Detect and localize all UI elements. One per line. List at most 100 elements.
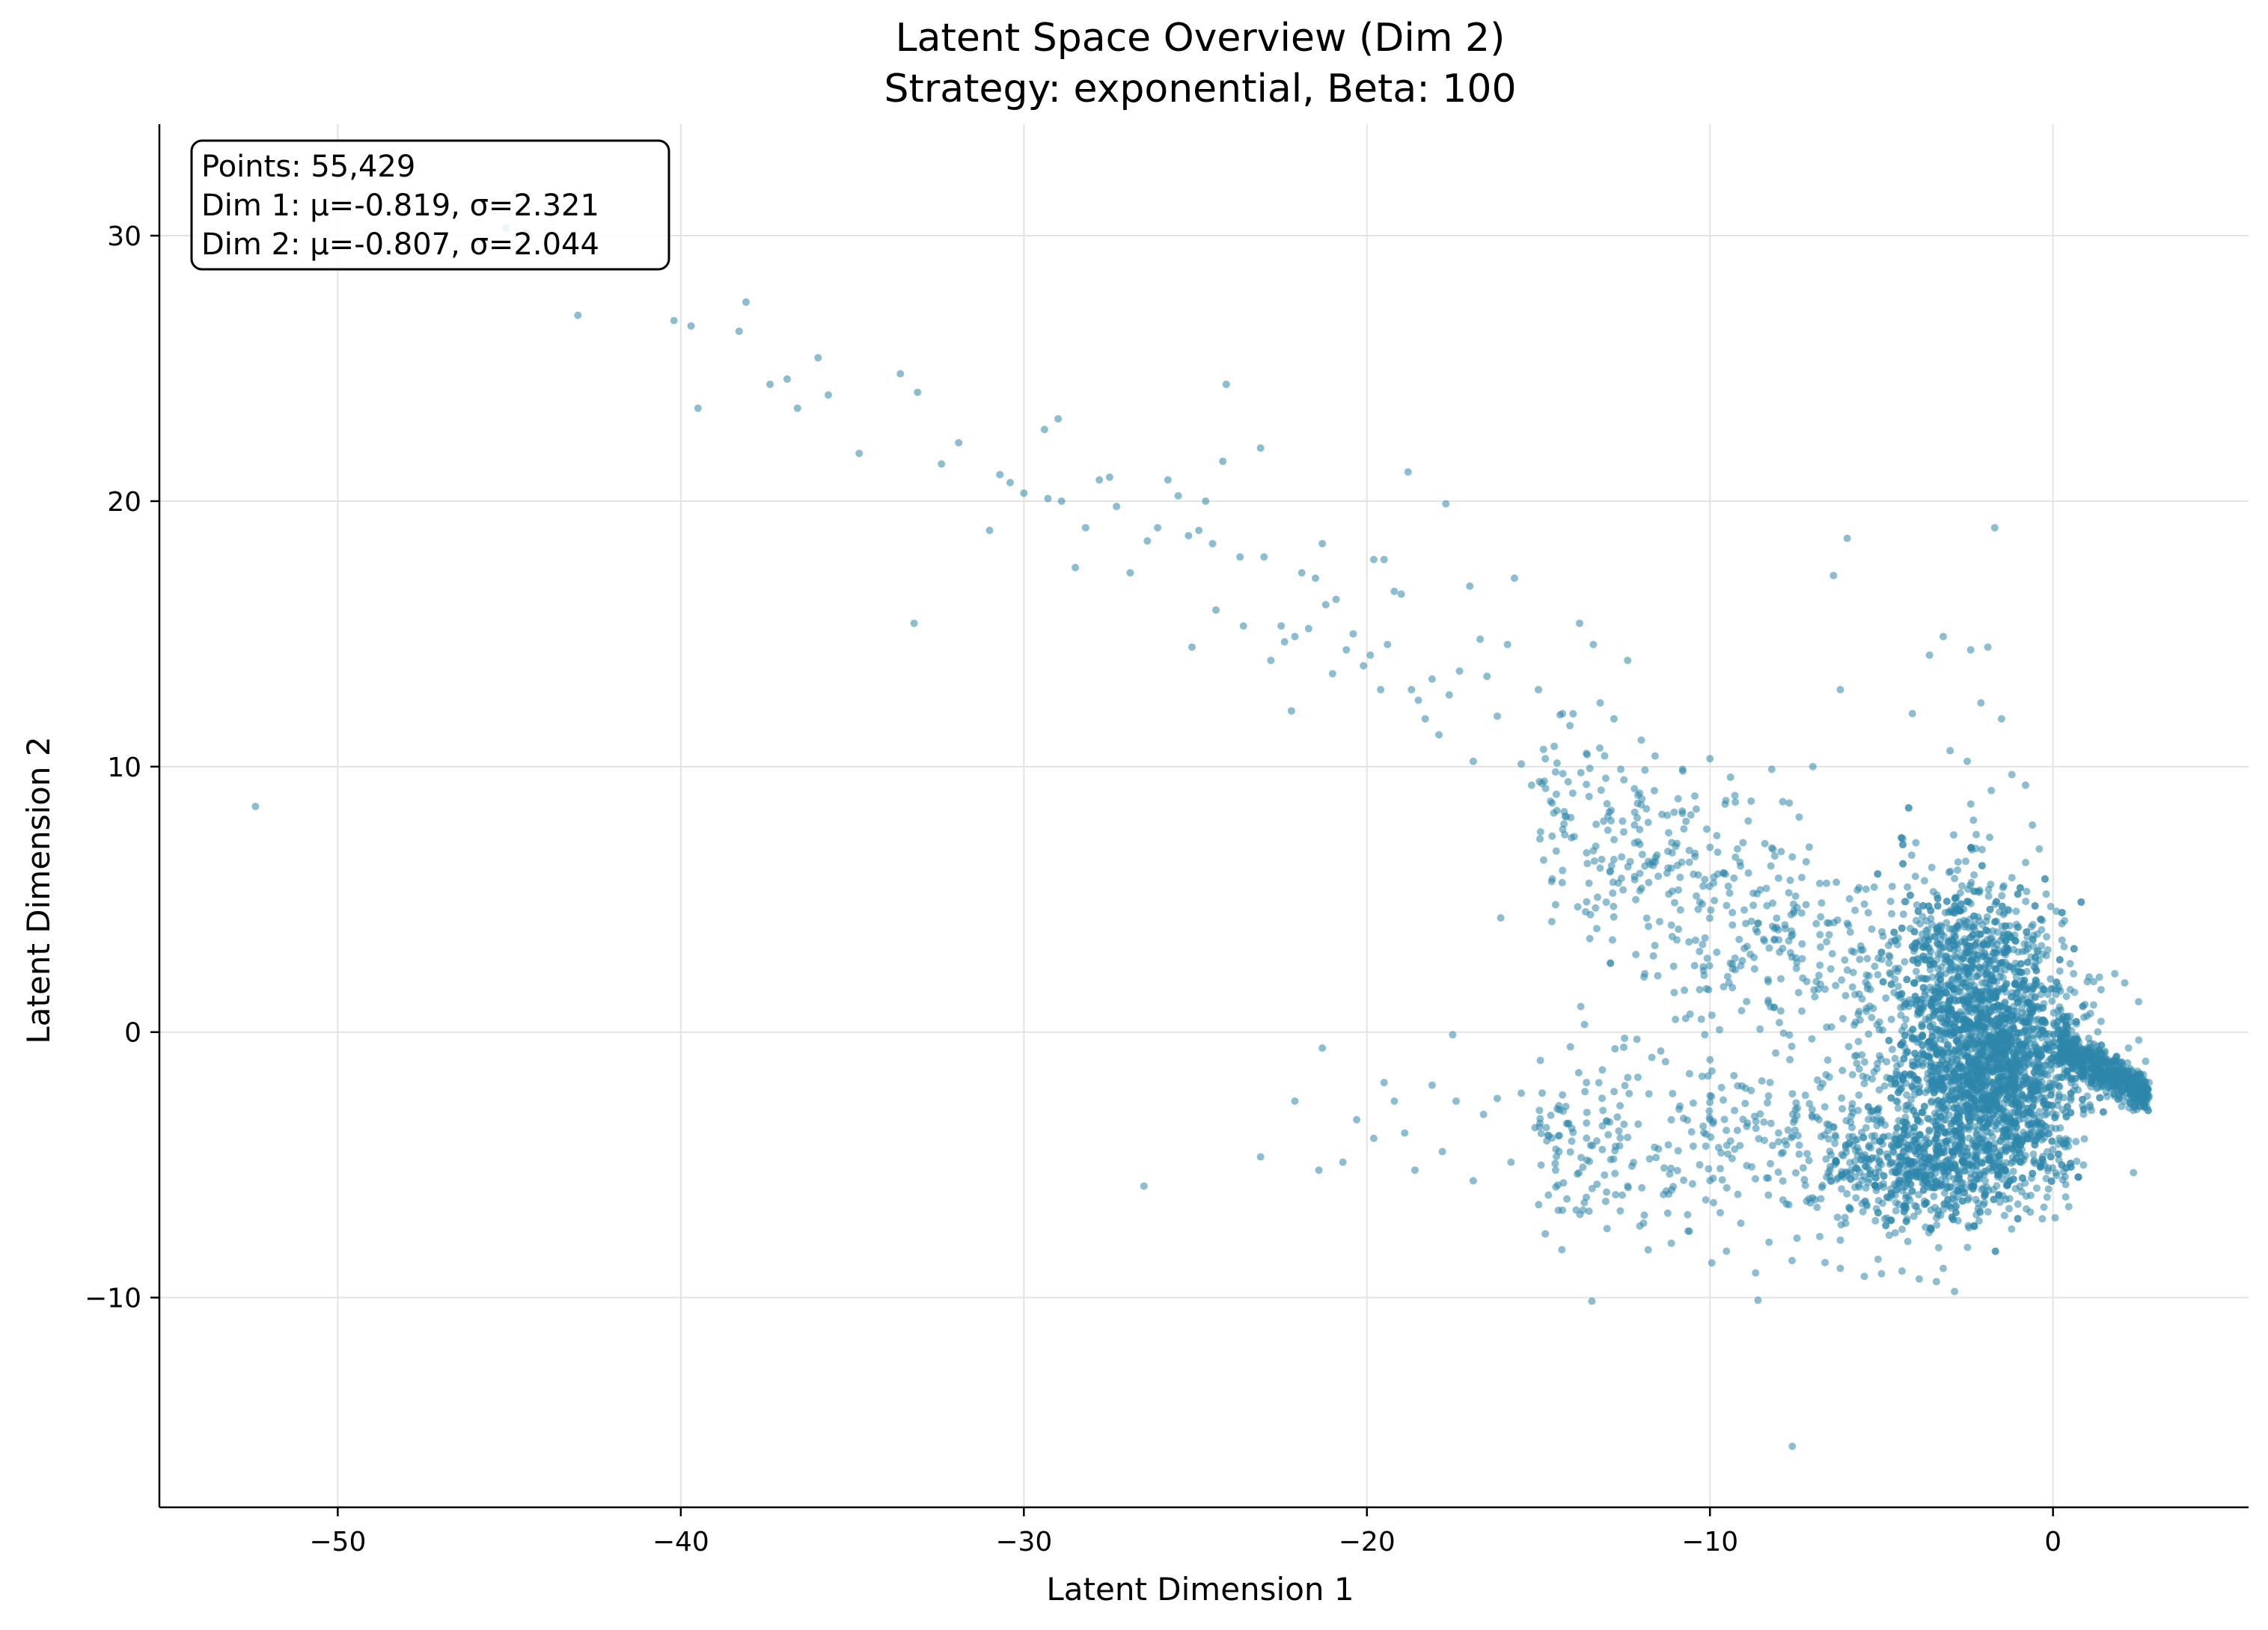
dense-point xyxy=(1927,1058,1935,1067)
dense-point xyxy=(1927,1098,1935,1106)
dense-point xyxy=(1786,1055,1794,1064)
dense-point xyxy=(1937,1123,1945,1131)
dense-point xyxy=(1694,905,1702,913)
dense-point xyxy=(1951,1208,1960,1216)
dense-point xyxy=(1763,1099,1771,1107)
dense-point xyxy=(1670,898,1678,907)
dense-point xyxy=(1566,1148,1574,1156)
dense-point xyxy=(1654,872,1663,880)
dense-point xyxy=(1912,1168,1920,1176)
dense-point xyxy=(1690,961,1699,969)
dense-point xyxy=(1985,1032,1993,1040)
dense-point xyxy=(1633,799,1642,807)
data-point xyxy=(1105,474,1113,482)
dense-point xyxy=(1739,1115,1747,1124)
data-point xyxy=(1445,691,1453,699)
dense-point xyxy=(1717,1149,1726,1157)
dense-point xyxy=(1645,1090,1653,1098)
dense-point xyxy=(1969,1036,1977,1044)
dense-point xyxy=(1715,1026,1723,1034)
data-point xyxy=(1349,630,1357,638)
dense-point xyxy=(1904,1156,1913,1165)
dense-point xyxy=(1553,1181,1562,1189)
dense-point xyxy=(1925,902,1933,910)
dense-point xyxy=(1903,1171,1911,1179)
dense-point xyxy=(1951,874,1959,883)
dense-point xyxy=(2066,985,2074,993)
dense-point xyxy=(1984,1207,1992,1216)
dense-point xyxy=(1928,1080,1937,1088)
dense-point xyxy=(2060,1094,2068,1102)
dense-point xyxy=(1895,1180,1903,1188)
dense-point xyxy=(1821,1258,1829,1266)
dense-point xyxy=(1652,1153,1660,1162)
dense-point xyxy=(1791,1126,1799,1134)
dense-point xyxy=(2048,997,2056,1005)
dense-point xyxy=(1841,1141,1850,1149)
data-point xyxy=(1384,640,1392,649)
data-point xyxy=(1455,667,1464,675)
dense-point xyxy=(2009,1175,2017,1183)
dense-point xyxy=(1750,965,1758,973)
dense-point xyxy=(1919,1059,1928,1067)
dense-point xyxy=(2043,1193,2051,1201)
dense-point xyxy=(1966,1160,1974,1168)
dense-point xyxy=(1536,827,1544,836)
dense-point xyxy=(1832,1133,1840,1141)
dense-point xyxy=(1788,1132,1797,1140)
dense-point xyxy=(1773,914,1781,922)
dense-point xyxy=(1610,836,1619,844)
dense-point xyxy=(1690,792,1699,800)
dense-point xyxy=(1929,1163,1937,1171)
dense-point xyxy=(1595,1079,1603,1087)
dense-point xyxy=(1861,1197,1869,1205)
dense-point xyxy=(2043,1100,2051,1109)
dense-point xyxy=(1788,1090,1797,1098)
dense-point xyxy=(1895,964,1903,972)
dense-point xyxy=(1891,975,1899,983)
dense-point xyxy=(2096,1079,2104,1087)
dense-point xyxy=(1794,988,1803,996)
data-point xyxy=(1057,497,1066,505)
dense-point xyxy=(1634,1120,1642,1128)
dense-point xyxy=(1992,965,2000,973)
data-point xyxy=(766,380,774,388)
dense-point xyxy=(1788,1110,1797,1118)
dense-point xyxy=(1726,889,1734,897)
dense-point xyxy=(1907,851,1916,860)
dense-point xyxy=(1877,949,1886,957)
dense-point xyxy=(1885,952,1893,960)
dense-point xyxy=(1891,1135,1899,1143)
dense-point xyxy=(2063,1067,2071,1075)
data-point xyxy=(910,619,918,628)
dense-point xyxy=(1954,1104,1962,1112)
dense-point xyxy=(1583,860,1592,868)
dense-point xyxy=(1678,809,1687,818)
dense-point xyxy=(1598,1122,1607,1130)
dense-point xyxy=(1552,847,1560,855)
dense-point xyxy=(2029,1150,2038,1158)
data-point xyxy=(1126,569,1134,577)
dense-point xyxy=(1904,1237,1912,1246)
dense-point xyxy=(1978,991,1986,999)
dense-point xyxy=(1983,913,1991,921)
dense-point xyxy=(1688,1180,1696,1188)
dense-point xyxy=(1919,913,1927,921)
dense-point xyxy=(1558,878,1566,886)
dense-point xyxy=(2043,933,2051,941)
data-point xyxy=(824,390,832,399)
dense-point xyxy=(1620,1120,1628,1128)
dense-point xyxy=(2061,1180,2070,1189)
dense-point xyxy=(1986,996,1994,1004)
dense-point xyxy=(1978,1106,1987,1114)
dense-point xyxy=(1624,1133,1632,1142)
dense-point xyxy=(1641,766,1649,774)
dense-point xyxy=(1940,1029,1948,1038)
dense-point xyxy=(1976,930,1984,938)
dense-point xyxy=(1933,1152,1941,1160)
dense-point xyxy=(1667,921,1675,929)
dense-point xyxy=(1788,931,1797,939)
dense-point xyxy=(1583,780,1591,788)
dense-point xyxy=(2047,902,2055,910)
dense-point xyxy=(2041,1111,2050,1119)
